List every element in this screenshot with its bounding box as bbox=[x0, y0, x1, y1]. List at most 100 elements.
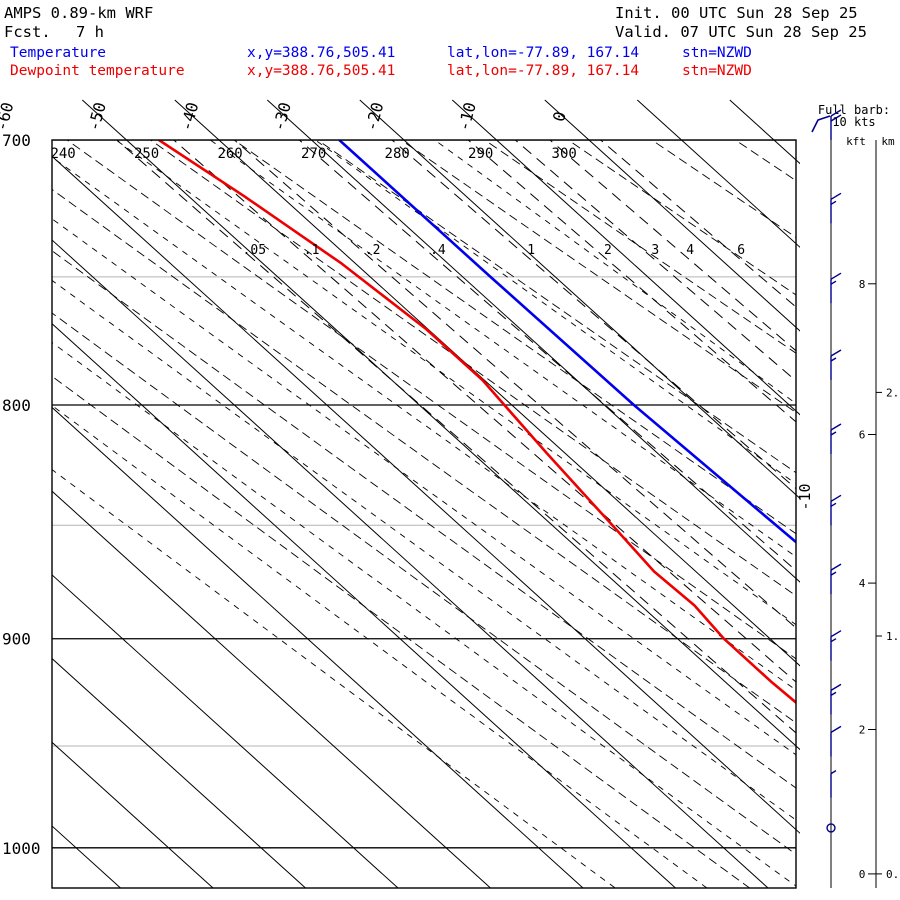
moist-adiabat--55 bbox=[52, 279, 796, 821]
dry-adiabat-300 bbox=[567, 140, 796, 296]
temperature-label-0: 0 bbox=[549, 109, 570, 123]
kft-label: kft bbox=[846, 135, 866, 148]
mixing-ratio-label-4: 4 bbox=[686, 243, 694, 258]
isotherm--70 bbox=[52, 239, 769, 888]
wind-barb-820 bbox=[830, 423, 842, 454]
kft-tick-label-0: 0 bbox=[859, 868, 866, 881]
legend-dewpoint-latlon: lat,lon=-77.89, 167.14 bbox=[447, 63, 640, 79]
barb-full bbox=[830, 349, 842, 357]
pressure-label-1000: 1000 bbox=[2, 839, 41, 858]
wind-barb-730 bbox=[830, 192, 842, 224]
plot-border bbox=[51, 139, 797, 889]
wind-barb-955 bbox=[830, 725, 842, 757]
dry-adiabat-lines bbox=[52, 140, 796, 888]
moist-adiabat--5 bbox=[314, 140, 796, 485]
legend-temperature-latlon: lat,lon=-77.89, 167.14 bbox=[447, 45, 640, 61]
mixing-ratio-label-2: 2 bbox=[604, 243, 612, 258]
fcst-label: Fcst. bbox=[4, 23, 51, 41]
dry-adiabat-220 bbox=[52, 250, 796, 789]
isotherm--100 bbox=[52, 490, 491, 888]
dry-adiabat-240 bbox=[66, 140, 796, 660]
mixing-ratio-line-6 bbox=[599, 140, 796, 308]
isotherm-label--10: -10 bbox=[796, 483, 814, 510]
isotherm--110 bbox=[52, 574, 399, 888]
barb-half bbox=[830, 431, 837, 436]
isotherm-20 bbox=[729, 99, 800, 165]
legend-temperature-stn: stn=NZWD bbox=[682, 45, 752, 61]
init-time: Init. 00 UTC Sun 28 Sep 25 bbox=[615, 4, 858, 22]
wind-barb-790 bbox=[830, 349, 842, 380]
barb-half bbox=[830, 769, 837, 775]
isotherm--60 bbox=[52, 155, 800, 834]
kft-tick-label-4: 4 bbox=[859, 577, 866, 590]
pressure-label-800: 800 bbox=[2, 396, 31, 415]
barb-full bbox=[830, 423, 842, 431]
dry-adiabat-210 bbox=[52, 312, 796, 855]
moist-adiabat--35 bbox=[52, 156, 796, 691]
isotherm--20 bbox=[359, 99, 800, 500]
km-tick-label-2: 2. bbox=[886, 386, 899, 399]
mixing-ratio-line-3 bbox=[514, 140, 796, 382]
isotherm-lines bbox=[52, 99, 900, 888]
moist-adiabat--45 bbox=[52, 218, 796, 756]
mixing-ratio-label-.2: .2 bbox=[365, 243, 381, 258]
theta-label-280: 280 bbox=[385, 146, 410, 162]
wind-barb-850 bbox=[830, 494, 842, 526]
moist-adiabat-5 bbox=[433, 140, 796, 405]
wind-barb-700 bbox=[830, 109, 842, 140]
barb-half bbox=[830, 357, 837, 362]
isotherm--80 bbox=[52, 323, 676, 888]
dry-adiabat-280 bbox=[400, 140, 796, 414]
theta-label-270: 270 bbox=[301, 146, 326, 162]
isotherm--120 bbox=[52, 657, 306, 888]
theta-label-250: 250 bbox=[134, 146, 159, 162]
barb-half bbox=[830, 502, 837, 507]
dewpoint-line bbox=[158, 140, 796, 705]
mixing-ratio-line-2 bbox=[467, 140, 796, 423]
km-label: km bbox=[881, 135, 895, 148]
isotherm-30 bbox=[822, 100, 900, 888]
axis-labels: 7008009001000-70-60-50-40-30-20-100-1022… bbox=[0, 100, 814, 858]
moist-adiabat-lines bbox=[52, 140, 796, 888]
mixing-ratio-lines bbox=[116, 140, 796, 734]
wind-barb-990 bbox=[826, 823, 836, 833]
kft-tick-label-2: 2 bbox=[859, 724, 866, 737]
km-tick-label-1: 1. bbox=[886, 630, 899, 643]
wind-barbs bbox=[826, 109, 842, 833]
legend-dewpoint-xy: x,y=388.76,505.41 bbox=[247, 63, 396, 79]
barb-legend-sample bbox=[811, 115, 831, 133]
plot-frame bbox=[51, 139, 797, 889]
kft-tick-label-6: 6 bbox=[859, 429, 866, 442]
barb-full bbox=[830, 630, 842, 638]
wind-barb-910 bbox=[830, 630, 842, 661]
mixing-ratio-label-.4: .4 bbox=[430, 243, 446, 258]
barb-half bbox=[830, 280, 837, 285]
barb-full bbox=[830, 114, 842, 122]
barb-half bbox=[830, 571, 837, 576]
isotherm--130 bbox=[52, 741, 214, 888]
isotherm-10 bbox=[636, 99, 800, 248]
legend-temperature-label: Temperature bbox=[10, 45, 107, 61]
mixing-ratio-line-1 bbox=[391, 140, 796, 490]
theta-label-240: 240 bbox=[50, 146, 75, 162]
wind-barb-880 bbox=[830, 563, 842, 595]
mixing-ratio-label-.05: .05 bbox=[243, 243, 266, 258]
legend-dewpoint-label: Dewpoint temperature bbox=[10, 63, 185, 79]
barb-legend-value: 10 kts bbox=[832, 115, 875, 129]
isobar-lines bbox=[52, 140, 796, 849]
moist-adiabat--75 bbox=[52, 404, 708, 888]
theta-label-260: 260 bbox=[217, 146, 242, 162]
temperature-label--60: -60 bbox=[0, 100, 17, 133]
mixing-ratio-label-3: 3 bbox=[651, 243, 659, 258]
wind-barb-760 bbox=[830, 272, 842, 304]
valid-time: Valid. 07 UTC Sun 28 Sep 25 bbox=[615, 23, 867, 41]
model-title: AMPS 0.89-km WRF bbox=[4, 4, 154, 22]
barb-half bbox=[830, 691, 837, 697]
isotherm-0 bbox=[544, 99, 800, 332]
mixing-ratio-label-1: 1 bbox=[527, 243, 535, 258]
isotherm--40 bbox=[174, 99, 800, 667]
legend-dewpoint-stn: stn=NZWD bbox=[682, 63, 752, 79]
isotherm--140 bbox=[52, 825, 121, 888]
